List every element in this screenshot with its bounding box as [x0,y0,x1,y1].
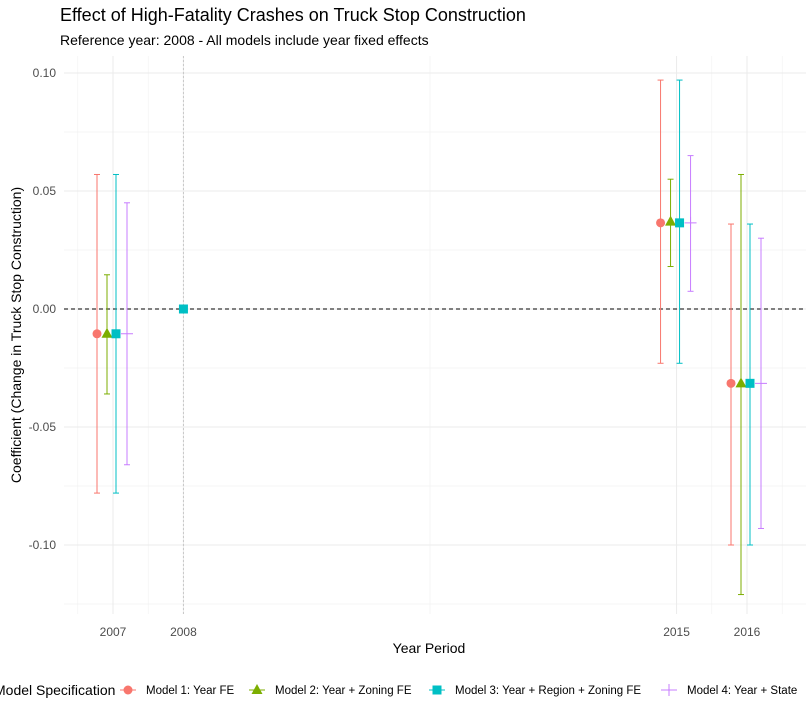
point-estimate [656,218,666,228]
legend-item: Model 4: Year + State [661,684,797,697]
y-tick-label: 0.05 [33,184,57,198]
y-tick-label: -0.05 [29,420,57,434]
legend-item: Model 1: Year FE [120,685,235,697]
x-tick-label: 2016 [734,625,761,639]
point-estimate [675,218,685,228]
point-estimate [101,327,113,338]
point-estimate [745,378,755,388]
chart-title: Effect of High-Fatality Crashes on Truck… [60,5,526,25]
major-gridlines [64,56,806,614]
x-axis-ticks: 2007 2008 2015 2016 [100,625,761,639]
x-axis-label: Year Period [393,640,466,656]
error-bars [94,79,764,596]
legend-item: Model 3: Year + Region + Zoning FE [429,685,641,697]
point-estimate [726,378,736,388]
legend-label: Model 1: Year FE [146,685,235,697]
y-tick-label: -0.10 [29,538,57,552]
legend-key [432,685,442,695]
legend-key [663,684,675,696]
y-axis-ticks: 0.10 0.05 0.00 -0.05 -0.10 [29,66,57,552]
x-tick-label: 2007 [100,625,127,639]
point-estimate [684,216,697,229]
legend-label: Model 2: Year + Zoning FE [275,685,412,697]
point-estimate [111,329,121,339]
legend-label: Model 4: Year + State [687,685,797,697]
point-estimate [735,377,747,388]
y-tick-label: 0.10 [33,66,57,80]
point-estimates [92,215,767,390]
legend-key [251,684,263,694]
legend-key [123,685,133,695]
minor-gridlines [64,56,806,614]
x-tick-label: 2008 [170,625,197,639]
point-estimate [121,327,133,340]
point-estimate [665,215,677,226]
y-tick-label: 0.00 [33,302,57,316]
legend-title: Model Specification [0,682,115,698]
point-estimate [755,377,767,390]
chart-subtitle: Reference year: 2008 - All models includ… [60,32,429,48]
legend: Model Specification Model 1: Year FE Model… [0,682,797,698]
point-estimate [178,304,188,314]
legend-item: Model 2: Year + Zoning FE [249,684,412,697]
legend-label: Model 3: Year + Region + Zoning FE [455,685,641,697]
point-estimate [92,329,102,339]
x-tick-label: 2015 [663,625,690,639]
y-axis-label: Coefficient (Change in Truck Stop Constr… [8,187,24,483]
